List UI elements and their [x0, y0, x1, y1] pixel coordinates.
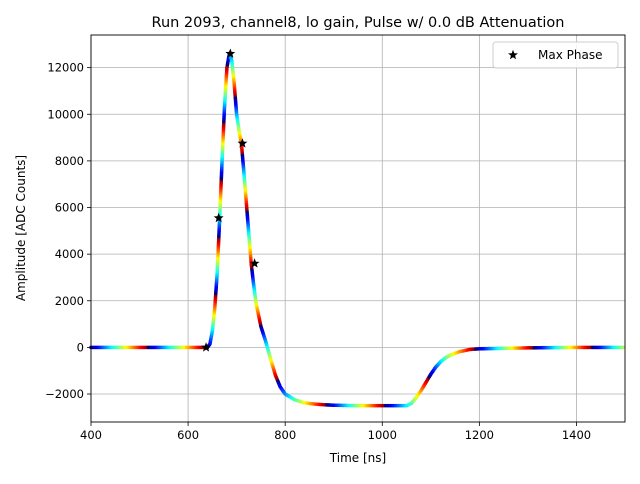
y-axis: −2000 0 2000 4000 6000 8000 10000 12000: [45, 61, 91, 401]
x-tick-label: 1200: [465, 428, 494, 442]
y-tick-label: 0: [77, 340, 84, 354]
max-phase-marker: [225, 48, 236, 58]
y-tick-label: −2000: [45, 387, 84, 401]
x-tick-label: 600: [177, 428, 199, 442]
plot-frame: [90, 34, 626, 423]
max-phase-series: [201, 48, 260, 352]
max-phase-marker: [249, 258, 260, 268]
y-tick-label: 12000: [47, 61, 84, 75]
chart-title: Run 2093, channel8, lo gain, Pulse w/ 0.…: [152, 15, 565, 31]
y-axis-label: Amplitude [ADC Counts]: [14, 155, 28, 301]
y-tick-label: 2000: [55, 294, 84, 308]
y-tick-label: 8000: [55, 154, 84, 168]
x-tick-label: 400: [80, 428, 102, 442]
waveform-point: [621, 345, 626, 350]
x-axis-label: Time [ns]: [329, 451, 386, 465]
legend-box: [492, 41, 619, 69]
y-tick-label: 4000: [55, 247, 84, 261]
x-axis: 400 600 800 1000 1200 1400: [80, 422, 591, 442]
legend: Max Phase: [492, 41, 619, 69]
max-phase-marker: [213, 212, 224, 223]
max-phase-marker: [201, 342, 211, 352]
x-tick-label: 800: [274, 428, 296, 442]
max-phase-marker: [237, 138, 248, 148]
legend-label: Max Phase: [538, 48, 602, 62]
waveform-series: [89, 51, 626, 408]
x-tick-label: 1000: [368, 428, 397, 442]
legend-star-icon: [508, 49, 518, 60]
x-tick-label: 1400: [562, 428, 591, 442]
y-tick-label: 6000: [55, 201, 84, 215]
y-tick-label: 10000: [47, 107, 84, 121]
